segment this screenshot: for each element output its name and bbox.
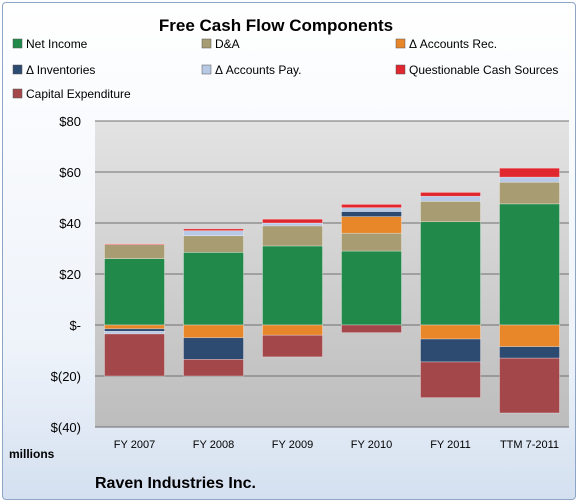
legend-label-questionable-cash-sources: Questionable Cash Sources [409, 63, 558, 77]
bar-accounts-rec-fy-2007 [104, 324, 165, 330]
bar-d-a-fy-2007 [104, 244, 165, 260]
x-tick-label: TTM 7-2011 [500, 439, 559, 451]
bar-net-income-fy-2011 [420, 221, 481, 326]
bar-d-a-fy-2011 [420, 201, 481, 223]
legend-label-net-income: Net Income [26, 37, 88, 51]
bar-net-income-fy-2009 [262, 245, 323, 326]
x-tick-label: FY 2010 [351, 439, 392, 451]
bar-accounts-pay-fy-2007 [104, 331, 165, 335]
bar-capital-expenditure-fy-2008 [183, 359, 244, 377]
bar-d-a-fy-2008 [183, 235, 244, 253]
x-tick-label: FY 2007 [114, 439, 155, 451]
bar-capital-expenditure-fy-2011 [420, 361, 481, 398]
legend-swatch-net-income [12, 38, 23, 49]
bar-inventories-fy-2010 [341, 211, 402, 217]
x-tick-label: FY 2011 [430, 439, 471, 451]
bar-accounts-pay-fy-2009 [262, 222, 323, 226]
y-axis-ticks: $80 $60 $40 $20 $- $(20) $(40) [51, 114, 81, 435]
legend-swatch-accounts-rec [395, 38, 406, 49]
bar-accounts-rec-fy-2011 [420, 324, 481, 340]
bar-capital-expenditure-fy-2010 [341, 324, 402, 333]
y-tick-label: $(20) [51, 369, 81, 384]
bar-capital-expenditure-fy-2007 [104, 333, 165, 377]
x-axis-ticks: FY 2007 FY 2008 FY 2009 FY 2010 FY 2011 TTM 7… [114, 439, 559, 451]
legend-label-inventories: Δ Inventories [26, 63, 95, 77]
company-name: Raven Industries Inc. [95, 475, 256, 492]
bar-accounts-rec-fy-2009 [262, 324, 323, 336]
legend-swatch-questionable-cash-sources [395, 64, 406, 75]
bar-questionable-cash-sources-ttm-7-2011 [499, 167, 560, 178]
x-tick-label: FY 2008 [193, 439, 234, 451]
bar-inventories-fy-2011 [420, 338, 481, 363]
bar-accounts-pay-fy-2010 [341, 207, 402, 212]
bar-accounts-rec-fy-2008 [183, 324, 244, 339]
legend-label-d-a: D&A [215, 37, 240, 51]
bar-inventories-ttm-7-2011 [499, 346, 560, 359]
bar-d-a-fy-2010 [341, 232, 402, 252]
y-tick-label: $40 [59, 216, 81, 231]
bar-net-income-ttm-7-2011 [499, 203, 560, 326]
chart-title: Free Cash Flow Components [159, 16, 393, 35]
y-tick-label: $80 [59, 114, 81, 129]
bar-accounts-pay-fy-2008 [183, 230, 244, 237]
unit-label: millions [9, 447, 55, 461]
bars [104, 167, 560, 414]
bar-capital-expenditure-fy-2009 [262, 334, 323, 358]
legend-swatch-d-a [201, 38, 212, 49]
y-tick-label: $20 [59, 267, 81, 282]
bar-net-income-fy-2007 [104, 258, 165, 326]
bar-net-income-fy-2010 [341, 250, 402, 326]
bar-inventories-fy-2007 [104, 328, 165, 332]
bar-questionable-cash-sources-fy-2011 [420, 192, 481, 197]
bar-accounts-rec-fy-2010 [341, 216, 402, 234]
bar-inventories-fy-2008 [183, 337, 244, 360]
bar-net-income-fy-2008 [183, 252, 244, 326]
legend-swatch-inventories [12, 64, 23, 75]
bar-questionable-cash-sources-fy-2007 [104, 243, 165, 245]
free-cash-flow-chart: Free Cash Flow Components Net Income D&A Δ… [9, 16, 569, 492]
bar-accounts-rec-ttm-7-2011 [499, 324, 560, 347]
y-tick-label: $- [69, 318, 81, 333]
bar-d-a-fy-2009 [262, 225, 323, 247]
legend: Net Income D&A Δ Accounts Rec. Δ Inventorie… [12, 37, 558, 101]
legend-swatch-accounts-pay [201, 64, 212, 75]
legend-label-capital-expenditure: Capital Expenditure [26, 87, 131, 101]
y-tick-label: $(40) [51, 420, 81, 435]
legend-label-accounts-pay: Δ Accounts Pay. [215, 63, 302, 77]
bar-accounts-pay-fy-2011 [420, 195, 481, 202]
x-tick-label: FY 2009 [272, 439, 313, 451]
y-tick-label: $60 [59, 165, 81, 180]
legend-swatch-capital-expenditure [12, 88, 23, 99]
bar-capital-expenditure-ttm-7-2011 [499, 357, 560, 414]
bar-questionable-cash-sources-fy-2008 [183, 228, 244, 231]
gridlines [95, 120, 569, 428]
bar-d-a-ttm-7-2011 [499, 181, 560, 205]
bar-questionable-cash-sources-fy-2010 [341, 204, 402, 208]
bar-accounts-pay-ttm-7-2011 [499, 176, 560, 183]
bar-questionable-cash-sources-fy-2009 [262, 218, 323, 224]
legend-label-accounts-rec: Δ Accounts Rec. [409, 37, 497, 51]
